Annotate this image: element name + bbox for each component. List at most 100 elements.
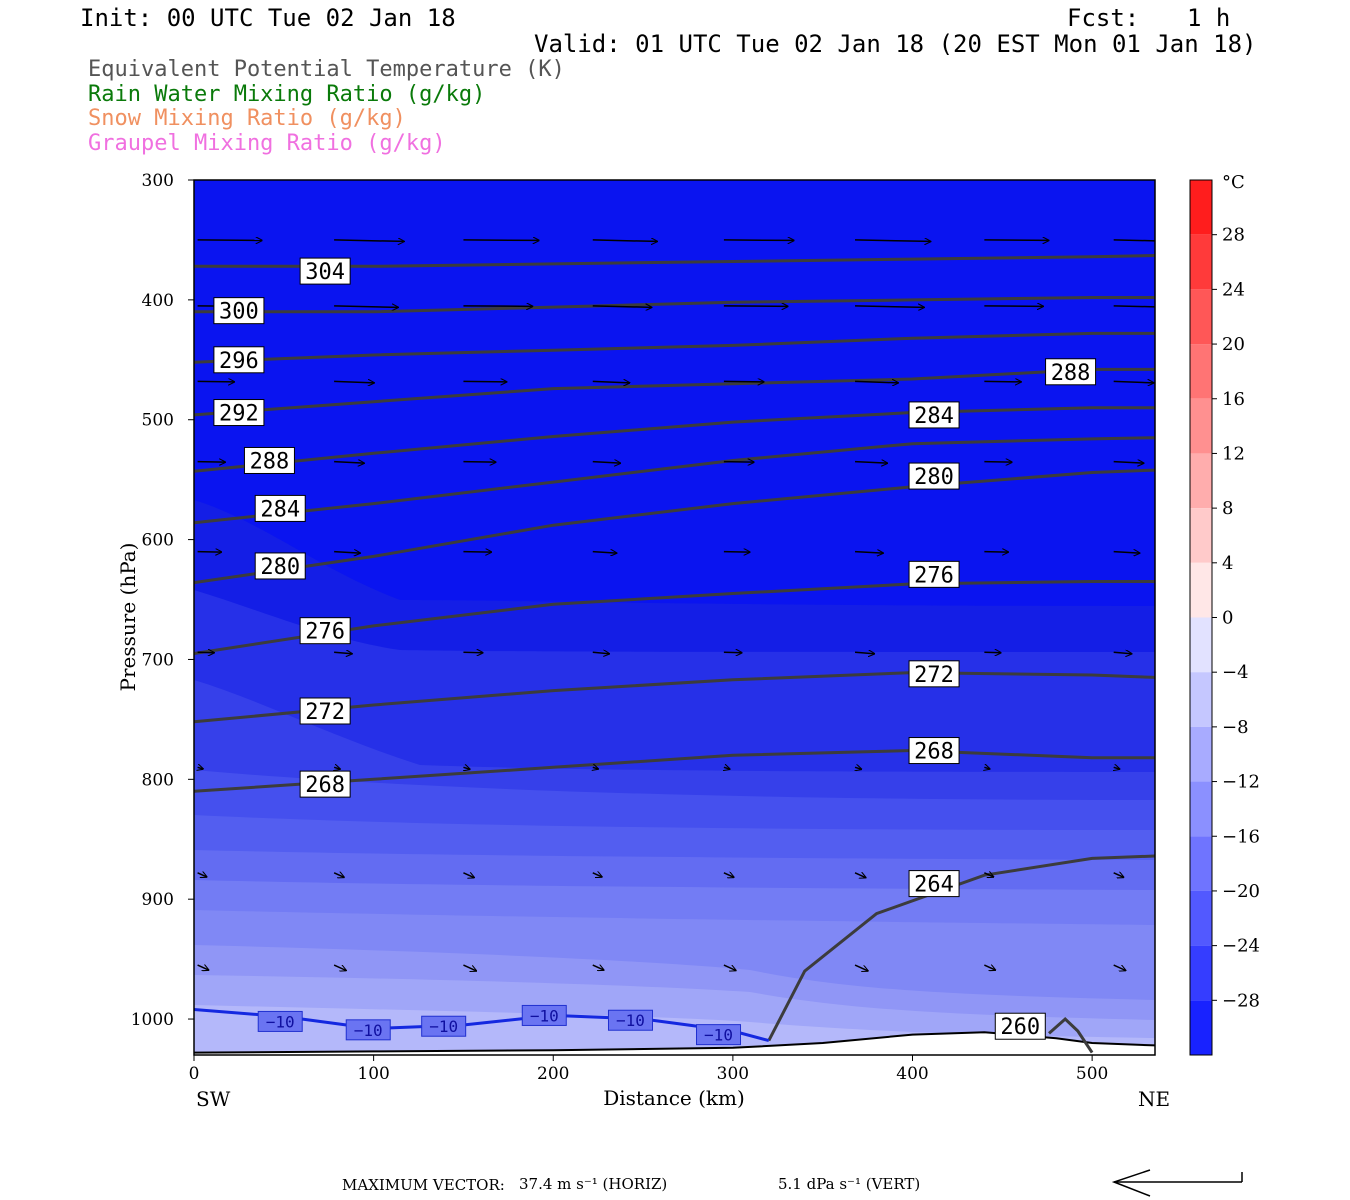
wind-vector	[854, 462, 887, 464]
temperature-label: −10	[266, 1012, 295, 1031]
theta-e-contour	[194, 331, 1155, 364]
legend-snow: Snow Mixing Ratio (g/kg)	[88, 106, 406, 131]
wind-vector	[592, 965, 604, 970]
wind-vector	[854, 964, 868, 971]
wind-vector	[1113, 964, 1126, 970]
theta-e-label: 264	[914, 873, 954, 898]
y-axis-label: Pressure (hPa)	[116, 543, 140, 692]
colorbar-band	[1190, 726, 1212, 782]
colorbar-tick-label: 16	[1222, 389, 1245, 410]
y-tick-label: 400	[142, 291, 174, 311]
wind-vector	[854, 873, 866, 878]
wind-vector	[593, 767, 599, 769]
wind-vector	[197, 240, 262, 241]
wind-vector	[724, 767, 730, 769]
wind-vector	[984, 462, 1012, 463]
wind-vector	[334, 462, 364, 464]
x-axis-label: Distance (km)	[603, 1086, 745, 1110]
temperature-label-box	[257, 1010, 303, 1032]
wind-vector	[592, 240, 657, 242]
wind-vector	[1113, 305, 1155, 308]
theta-e-label: 284	[260, 497, 300, 522]
wind-vector	[463, 381, 506, 382]
theta-e-contour	[194, 580, 1155, 655]
colorbar-band	[1190, 508, 1212, 563]
direction-sw: SW	[196, 1087, 231, 1111]
theta-e-label: 280	[260, 555, 300, 580]
colorbar-tick-label: 20	[1222, 334, 1245, 355]
y-tick-label: 800	[142, 770, 174, 790]
wind-vector	[984, 652, 1001, 653]
colorbar-tick-label: −12	[1222, 772, 1260, 793]
colorbar-tick-label: −4	[1222, 662, 1249, 683]
wind-vector	[334, 552, 360, 554]
wind-vector	[463, 462, 495, 463]
wind-vector	[984, 381, 1021, 382]
temperature-label: −10	[354, 1021, 383, 1040]
wind-vector	[197, 462, 226, 463]
colorbar-tick-label: −8	[1222, 717, 1249, 738]
theta-e-label-box	[299, 697, 351, 725]
theta-e-label: 276	[914, 563, 954, 588]
wind-vector	[1114, 767, 1120, 769]
wind-vector	[723, 240, 794, 241]
colorbar-tick-label: 12	[1222, 443, 1245, 464]
theta-e-contours	[194, 254, 1155, 1054]
theta-e-label-box	[908, 401, 960, 429]
wind-vector	[1113, 552, 1140, 554]
temperature-label-box	[521, 1004, 567, 1026]
theta-e-label-box	[213, 399, 265, 427]
wind-vector	[592, 652, 610, 654]
theta-e-label-box	[254, 552, 306, 580]
temperature-label-box	[345, 1019, 391, 1041]
colorbar-band	[1190, 180, 1212, 235]
theta-e-contour	[194, 296, 1155, 314]
y-tick-label: 500	[142, 411, 174, 431]
wind-vector	[723, 381, 764, 382]
theta-e-label-box	[213, 297, 265, 325]
wind-vector	[984, 552, 1008, 553]
wind-vector	[854, 652, 874, 654]
wind-vector	[723, 873, 734, 878]
y-tick-label: 300	[142, 171, 174, 191]
terrain-fill	[194, 1032, 1155, 1055]
valid-time: Valid: 01 UTC Tue 02 Jan 18 (20 EST Mon …	[534, 30, 1257, 58]
wind-vector	[855, 306, 924, 308]
theta-e-label-box	[254, 494, 306, 522]
colorbar-unit: °C	[1222, 172, 1245, 193]
theta-e-label-box	[1045, 358, 1097, 386]
wind-vector	[1113, 239, 1155, 242]
colorbar-tick-label: 24	[1222, 279, 1245, 300]
wind-vector	[984, 240, 1048, 241]
x-tick-label: 0	[189, 1064, 200, 1084]
wind-vectors	[197, 239, 1155, 971]
colorbar-tick-label: 4	[1222, 553, 1233, 574]
theta-e-label-box	[908, 560, 960, 588]
temperature-labels: −10 −10 −10 −10 −10 −10	[257, 1004, 742, 1046]
wind-vector	[723, 552, 750, 553]
wind-vector	[1113, 462, 1144, 464]
terrain-layer	[194, 1031, 1155, 1055]
temperature-label-box	[607, 1009, 653, 1031]
theta-e-label-box	[213, 346, 265, 374]
temperature-label: −10	[616, 1011, 645, 1030]
theta-e-label: 260	[1000, 1015, 1040, 1040]
theta-e-label: 292	[219, 402, 259, 427]
legend-theta-e: Equivalent Potential Temperature (K)	[88, 57, 565, 82]
colorbar-tick-label: 0	[1222, 608, 1233, 629]
wind-vector	[197, 652, 215, 653]
wind-vector	[723, 964, 736, 970]
temperature-label: −10	[530, 1006, 559, 1025]
theta-e-contour	[194, 406, 1155, 473]
colorbar-band	[1190, 672, 1212, 727]
wind-vector	[463, 306, 532, 307]
y-tick-label: 900	[142, 890, 174, 910]
colorbar-band	[1190, 945, 1212, 1001]
temperature-label: −10	[704, 1026, 733, 1045]
colorbar-band	[1190, 344, 1212, 399]
theta-e-contour	[1048, 1016, 1094, 1054]
theta-e-label: 276	[305, 620, 345, 645]
wind-vector	[592, 306, 652, 308]
wind-vector	[334, 240, 404, 242]
colorbar-band	[1190, 289, 1212, 345]
